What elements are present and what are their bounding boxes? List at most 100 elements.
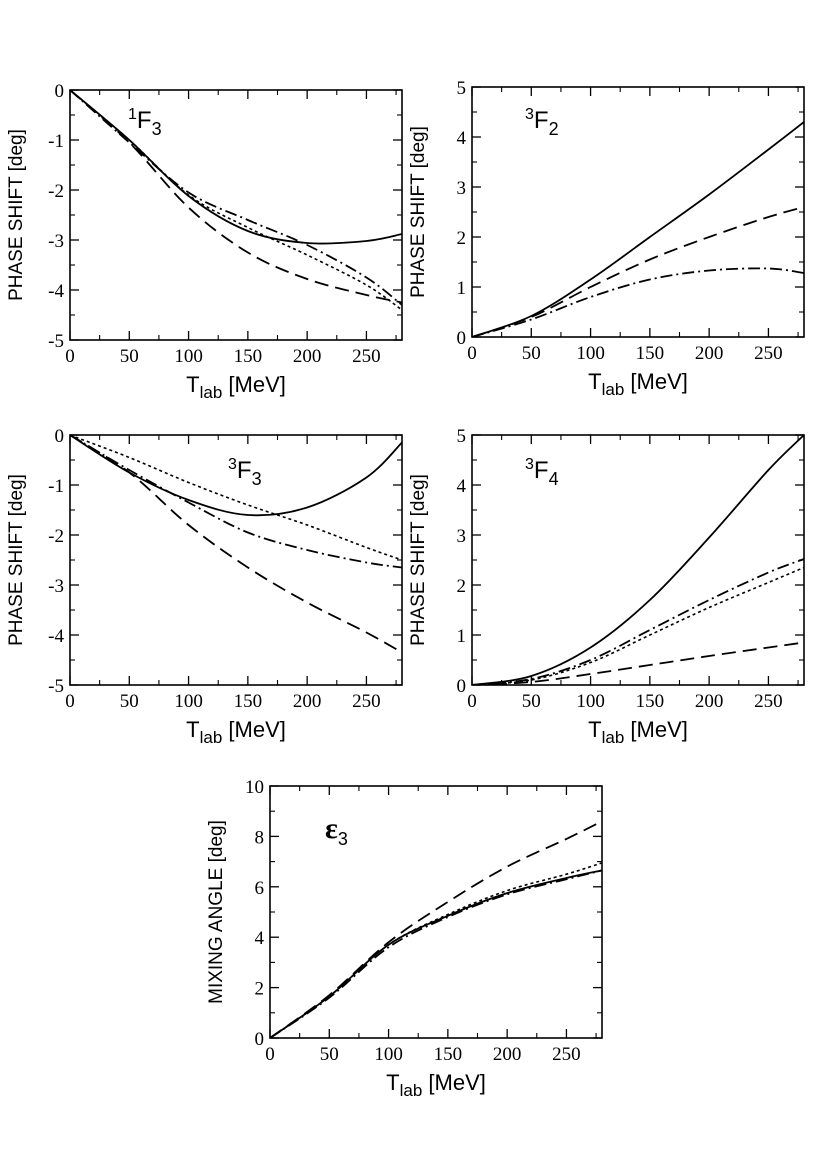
x-tick-label: 200 <box>293 346 322 367</box>
panel-label: 1F3 <box>128 106 162 139</box>
series-dash-dotted <box>70 435 402 569</box>
y-tick-label: 1 <box>457 278 467 299</box>
y-tick-label: 0 <box>457 328 467 349</box>
x-tick-label: 150 <box>636 343 665 364</box>
series-dash-dotted <box>472 267 804 337</box>
panel-2: 0 50 100 150 200 250 0 1 2 3 4 5 Tlab [MeV] PHASE SHI… <box>408 78 805 399</box>
y-axis-label: PHASE SHIFT [deg] <box>6 129 27 301</box>
x-tick-label: 100 <box>374 1044 403 1065</box>
panel-label: 3F4 <box>525 456 559 489</box>
x-tick-label: 100 <box>576 343 605 364</box>
y-tick-label: 0 <box>457 676 467 697</box>
x-tick-label: 50 <box>120 691 139 712</box>
y-tick-label: -1 <box>48 131 64 152</box>
y-tick-label: 3 <box>457 526 467 547</box>
y-tick-label: -3 <box>48 576 64 597</box>
series-dotted <box>472 566 804 685</box>
y-tick-label: 5 <box>457 426 467 447</box>
y-tick-label: 8 <box>255 827 265 848</box>
panel-label: ε3 <box>325 812 348 849</box>
series-long-dashed <box>70 90 402 304</box>
y-tick-label: 2 <box>255 979 265 1000</box>
y-axis-label: MIXING ANGLE [deg] <box>206 820 227 1004</box>
series-solid <box>70 90 402 245</box>
y-tick-label: -1 <box>48 476 64 497</box>
y-tick-label: -3 <box>48 231 64 252</box>
x-tick-label: 150 <box>234 691 263 712</box>
y-axis-label: PHASE SHIFT [deg] <box>6 474 27 646</box>
series-long-dashed <box>472 641 804 685</box>
x-axis-label: Tlab [MeV] <box>386 1070 486 1100</box>
series-dotted <box>70 435 402 561</box>
y-tick-label: 5 <box>457 78 467 99</box>
x-tick-label: 100 <box>174 346 203 367</box>
x-tick-label: 250 <box>552 1044 581 1065</box>
y-tick-label: 0 <box>255 1029 265 1050</box>
y-axis-label: PHASE SHIFT [deg] <box>408 474 429 646</box>
y-tick-label: 6 <box>255 878 265 899</box>
x-tick-label: 50 <box>522 343 541 364</box>
series-dotted <box>70 90 402 311</box>
x-tick-label: 100 <box>576 691 605 712</box>
x-tick-label: 200 <box>695 343 724 364</box>
y-tick-label: 0 <box>55 426 65 447</box>
y-tick-label: -4 <box>48 281 64 302</box>
panel-3: 0 50 100 150 200 250 0 -1 -2 -3 -4 -5 Tlab [MeV] PHAS… <box>6 426 403 747</box>
y-tick-label: -4 <box>48 626 64 647</box>
x-tick-label: 50 <box>320 1044 339 1065</box>
y-tick-label: -2 <box>48 181 64 202</box>
x-tick-label: 200 <box>695 691 724 712</box>
x-tick-label: 250 <box>352 691 381 712</box>
x-tick-label: 50 <box>120 346 139 367</box>
x-axis-label: Tlab [MeV] <box>186 717 286 747</box>
y-tick-label: 1 <box>457 626 467 647</box>
y-tick-label: 4 <box>457 128 467 149</box>
y-tick-label: 4 <box>457 476 467 497</box>
series-dash-dotted <box>472 558 804 685</box>
y-tick-label: 2 <box>457 576 467 597</box>
x-tick-label: 200 <box>293 691 322 712</box>
series-dash-dotted <box>270 869 602 1038</box>
x-axis-label: Tlab [MeV] <box>588 369 688 399</box>
series-long-dashed <box>270 820 602 1038</box>
y-tick-label: 10 <box>245 777 264 798</box>
x-tick-label: 50 <box>522 691 541 712</box>
panel-5: 0 50 100 150 200 250 0 2 4 6 8 10 Tlab [MeV] MIXING A… <box>206 777 603 1100</box>
panel-1: 0 50 100 150 200 250 0 -1 -2 -3 -4 -5 Tlab [MeV] PHAS… <box>6 81 403 402</box>
series-long-dashed <box>70 435 402 654</box>
y-tick-label: 4 <box>255 928 265 949</box>
x-tick-label: 0 <box>65 691 75 712</box>
panel-label: 3F2 <box>525 106 559 139</box>
x-tick-label: 250 <box>754 343 783 364</box>
x-tick-label: 150 <box>234 346 263 367</box>
plot-frame <box>269 785 603 1039</box>
x-tick-label: 0 <box>467 691 477 712</box>
y-tick-label: 2 <box>457 228 467 249</box>
x-tick-label: 0 <box>265 1044 275 1065</box>
x-tick-label: 0 <box>65 346 75 367</box>
y-tick-label: -5 <box>48 331 64 352</box>
series-dotted <box>270 862 602 1038</box>
x-axis-label: Tlab [MeV] <box>588 717 688 747</box>
x-tick-label: 200 <box>493 1044 522 1065</box>
y-tick-label: -2 <box>48 526 64 547</box>
series-solid <box>472 121 804 337</box>
y-tick-label: -5 <box>48 676 64 697</box>
x-tick-label: 250 <box>352 346 381 367</box>
series-long-dashed <box>472 206 804 337</box>
panel-label: 3F3 <box>228 456 262 489</box>
x-tick-label: 100 <box>174 691 203 712</box>
x-tick-label: 150 <box>636 691 665 712</box>
y-tick-label: 3 <box>457 178 467 199</box>
series-solid <box>270 869 602 1038</box>
series-dash-dotted <box>70 90 402 306</box>
x-tick-label: 150 <box>434 1044 463 1065</box>
y-tick-label: 0 <box>55 81 65 102</box>
x-axis-label: Tlab [MeV] <box>186 372 286 402</box>
series-solid <box>472 435 804 685</box>
panel-4: 0 50 100 150 200 250 0 1 2 3 4 5 Tlab [MeV] PHASE SHI… <box>408 426 805 747</box>
plot-frame <box>471 86 805 338</box>
x-tick-label: 250 <box>754 691 783 712</box>
x-tick-label: 0 <box>467 343 477 364</box>
